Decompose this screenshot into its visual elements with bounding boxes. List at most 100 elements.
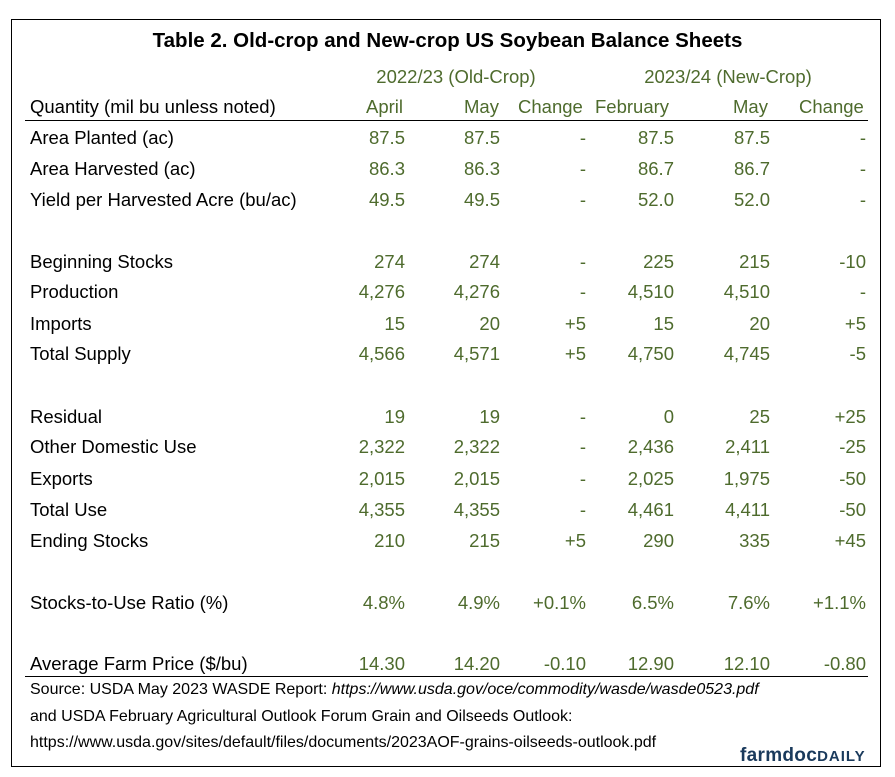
- row-label: Residual: [30, 406, 102, 427]
- cell-change-new: -: [859, 281, 866, 302]
- cell-change-old: -: [579, 127, 586, 148]
- table-row: Total Supply 4,566 4,571 +5 4,750 4,745 -5: [0, 343, 895, 367]
- row-label: Yield per Harvested Acre (bu/ac): [30, 189, 297, 210]
- table-row: Stocks-to-Use Ratio (%) 4.8% 4.9% +0.1% 6.5%…: [0, 592, 895, 616]
- cell-change-old: -: [579, 158, 586, 179]
- cell-change-old: -: [579, 406, 586, 427]
- cell-february: 0: [663, 406, 674, 427]
- col-header-may-new: May: [733, 96, 768, 117]
- cell-change-new: -50: [839, 468, 866, 489]
- footer-rule: [25, 676, 868, 677]
- cell-change-old: +5: [564, 343, 586, 364]
- cell-change-old: +0.1%: [533, 592, 586, 613]
- cell-april: 4,355: [358, 499, 405, 520]
- col-header-may-old: May: [464, 96, 499, 117]
- cell-april: 210: [374, 530, 405, 551]
- table-row: Area Planted (ac) 87.5 87.5 - 87.5 87.5 -: [0, 127, 895, 151]
- cell-change-new: -: [859, 158, 866, 179]
- cell-april: 4.8%: [362, 592, 405, 613]
- cell-february: 12.90: [627, 653, 674, 674]
- cell-april: 86.3: [368, 158, 405, 179]
- cell-april: 14.30: [358, 653, 405, 674]
- cell-change-new: -10: [839, 251, 866, 272]
- row-label: Beginning Stocks: [30, 251, 173, 272]
- cell-may-old: 14.20: [453, 653, 500, 674]
- cell-february: 4,461: [627, 499, 674, 520]
- row-label: Total Use: [30, 499, 108, 520]
- row-label: Production: [30, 281, 119, 302]
- header-rule: [25, 120, 868, 121]
- cell-may-new: 2,411: [725, 436, 770, 457]
- cell-april: 4,566: [358, 343, 405, 364]
- cell-may-old: 215: [469, 530, 500, 551]
- cell-may-old: 2,015: [453, 468, 500, 489]
- cell-change-new: -0.80: [823, 653, 866, 674]
- table-row: Yield per Harvested Acre (bu/ac) 49.5 49.5…: [0, 189, 895, 213]
- quantity-header: Quantity (mil bu unless noted): [30, 96, 276, 117]
- row-label: Average Farm Price ($/bu): [30, 653, 248, 674]
- table-row: Other Domestic Use 2,322 2,322 - 2,436 2,411 -…: [0, 436, 895, 460]
- table-row: Average Farm Price ($/bu) 14.30 14.20 -0.10…: [0, 653, 895, 677]
- cell-change-old: -: [579, 436, 586, 457]
- cell-may-old: 4.9%: [457, 592, 500, 613]
- cell-may-new: 25: [749, 406, 770, 427]
- cell-april: 49.5: [368, 189, 405, 210]
- table-row: Residual 19 19 - 0 25 +25: [0, 406, 895, 430]
- col-header-february: February: [595, 96, 670, 117]
- cell-may-old: 4,355: [453, 499, 500, 520]
- cell-february: 52.0: [637, 189, 674, 210]
- cell-february: 15: [653, 313, 674, 334]
- logo-part-daily: DAILY: [817, 748, 866, 765]
- cell-may-new: 335: [739, 530, 770, 551]
- cell-change-old: -0.10: [543, 653, 586, 674]
- row-label: Total Supply: [30, 343, 131, 364]
- cell-february: 87.5: [637, 127, 674, 148]
- cell-may-new: 87.5: [733, 127, 770, 148]
- cell-april: 19: [384, 406, 405, 427]
- cell-may-new: 4,510: [723, 281, 770, 302]
- source-prefix: Source: USDA May 2023 WASDE Report:: [30, 681, 332, 698]
- table-row: Area Harvested (ac) 86.3 86.3 - 86.7 86.7 -: [0, 158, 895, 182]
- cell-change-old: -: [579, 499, 586, 520]
- row-label: Other Domestic Use: [30, 436, 197, 457]
- table-title: Table 2. Old-crop and New-crop US Soybea…: [152, 29, 743, 52]
- row-label: Stocks-to-Use Ratio (%): [30, 592, 229, 613]
- cell-april: 2,015: [358, 468, 405, 489]
- cell-change-new: +25: [834, 406, 866, 427]
- row-label: Area Harvested (ac): [30, 158, 196, 179]
- cell-april: 2,322: [358, 436, 405, 457]
- cell-february: 225: [643, 251, 674, 272]
- cell-change-new: -: [859, 189, 866, 210]
- cell-change-old: -: [579, 251, 586, 272]
- farmdoc-daily-logo: farmdocDAILY: [740, 745, 866, 767]
- cell-change-new: +5: [844, 313, 866, 334]
- source-wasde-url[interactable]: https://www.usda.gov/oce/commodity/wasde…: [331, 681, 759, 698]
- logo-part-farmdoc: farmdoc: [740, 745, 818, 766]
- row-label: Imports: [30, 313, 92, 334]
- cell-may-old: 86.3: [463, 158, 500, 179]
- cell-february: 2,025: [627, 468, 674, 489]
- row-label: Exports: [30, 468, 93, 489]
- table-row: Production 4,276 4,276 - 4,510 4,510 -: [0, 281, 895, 305]
- source-line-3[interactable]: https://www.usda.gov/sites/default/files…: [30, 734, 657, 751]
- source-line-1: Source: USDA May 2023 WASDE Report: http…: [30, 681, 759, 699]
- table-row: Imports 15 20 +5 15 20 +5: [0, 313, 895, 337]
- cell-may-old: 87.5: [463, 127, 500, 148]
- table-row: Exports 2,015 2,015 - 2,025 1,975 -50: [0, 468, 895, 492]
- cell-may-new: 52.0: [733, 189, 770, 210]
- cell-february: 2,436: [627, 436, 674, 457]
- cell-may-new: 4,745: [723, 343, 770, 364]
- cell-february: 4,750: [627, 343, 674, 364]
- cell-may-new: 1,975: [723, 468, 770, 489]
- cell-change-old: -: [579, 281, 586, 302]
- cell-may-old: 20: [479, 313, 500, 334]
- table-row: Beginning Stocks 274 274 - 225 215 -10: [0, 251, 895, 275]
- table-row: Total Use 4,355 4,355 - 4,461 4,411 -50: [0, 499, 895, 523]
- cell-change-new: +45: [834, 530, 866, 551]
- table-row: Ending Stocks 210 215 +5 290 335 +45: [0, 530, 895, 554]
- group-header-old-crop: 2022/23 (Old-Crop): [376, 66, 536, 87]
- cell-change-old: +5: [564, 530, 586, 551]
- cell-change-new: -50: [839, 499, 866, 520]
- cell-february: 4,510: [627, 281, 674, 302]
- cell-change-new: +1.1%: [813, 592, 866, 613]
